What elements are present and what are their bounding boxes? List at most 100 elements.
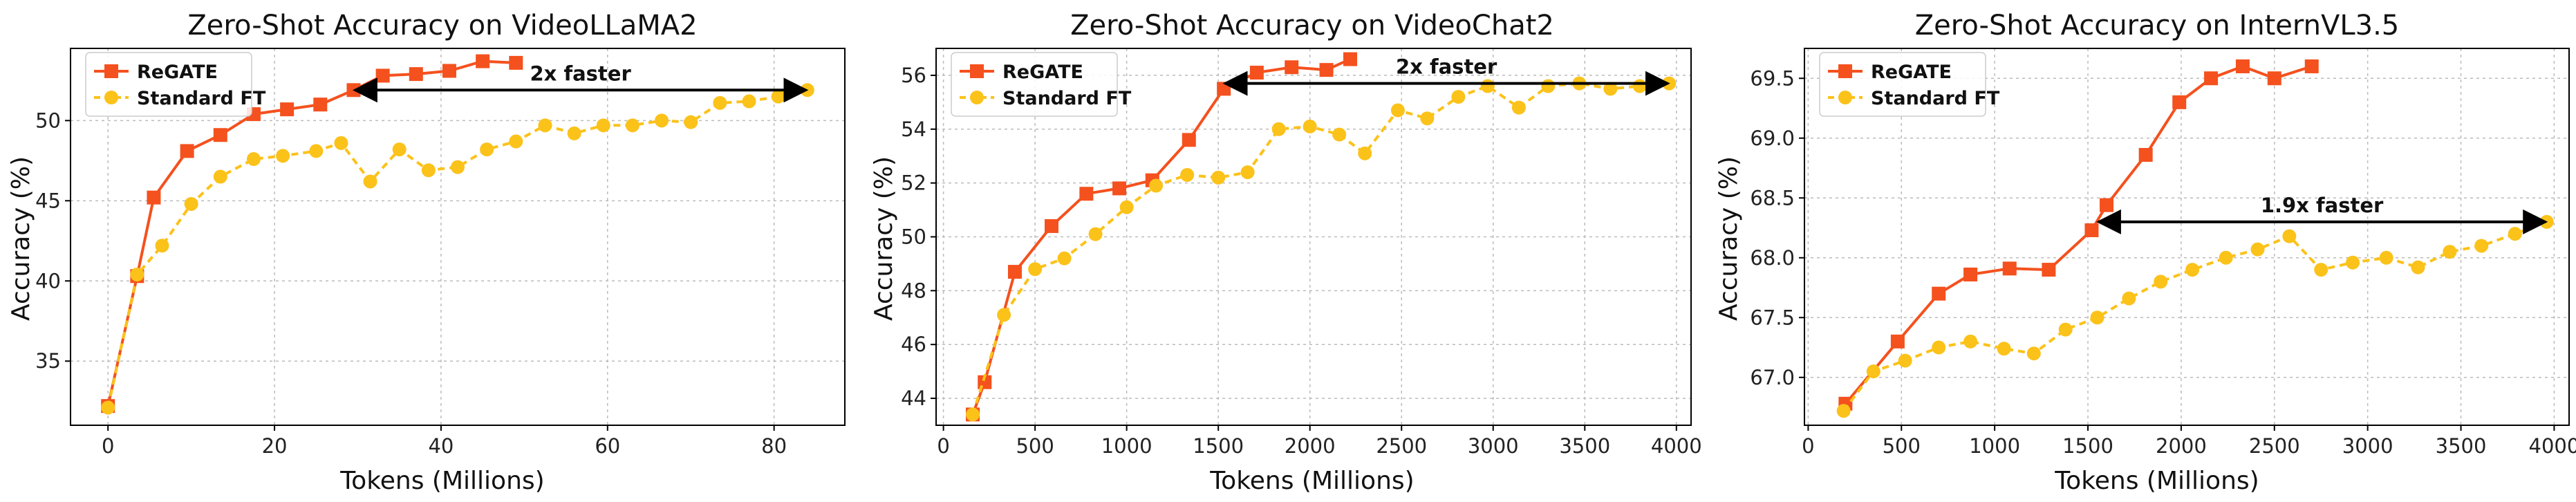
x-tick-label: 1000 — [1101, 434, 1152, 458]
data-point-regate — [409, 67, 423, 82]
legend-marker-regate — [970, 64, 984, 78]
y-tick-label: 50 — [901, 225, 926, 249]
data-point-standard-ft — [184, 196, 198, 211]
data-point-standard-ft — [1932, 340, 1946, 355]
data-point-standard-ft — [2058, 322, 2073, 337]
data-point-standard-ft — [1240, 165, 1255, 180]
speedup-annotation: 2x faster — [530, 62, 632, 85]
legend-label-regate: ReGATE — [137, 62, 218, 83]
data-point-regate — [442, 64, 456, 78]
data-point-standard-ft — [2314, 263, 2328, 277]
data-point-standard-ft — [130, 268, 144, 281]
data-point-standard-ft — [771, 89, 785, 104]
data-point-standard-ft — [1963, 334, 1978, 348]
x-tick-label: 2000 — [1285, 434, 1336, 458]
data-point-standard-ft — [997, 308, 1011, 322]
data-point-standard-ft — [1180, 167, 1195, 182]
x-tick-label: 3500 — [1559, 434, 1610, 458]
data-point-regate — [1044, 219, 1058, 233]
data-point-standard-ft — [655, 113, 669, 128]
y-tick-label: 48 — [901, 279, 926, 302]
data-point-standard-ft — [1332, 127, 1347, 142]
series-line-regate — [1844, 65, 2313, 405]
data-point-regate — [313, 97, 328, 112]
y-tick-label: 40 — [35, 269, 61, 292]
x-tick-label: 4000 — [2529, 434, 2576, 458]
x-tick-label: 80 — [761, 434, 787, 458]
x-tick-label: 60 — [595, 434, 620, 458]
speedup-annotation: 2x faster — [1396, 55, 1497, 79]
data-point-standard-ft — [1866, 364, 1880, 379]
data-point-regate — [375, 68, 390, 83]
data-point-standard-ft — [2250, 242, 2265, 257]
data-point-regate — [1343, 52, 1358, 66]
data-point-regate — [2100, 198, 2114, 212]
y-tick-label: 45 — [35, 189, 61, 212]
legend-frame — [85, 52, 252, 117]
data-point-regate — [1112, 181, 1127, 196]
y-tick-label: 68.0 — [1750, 246, 1795, 270]
plot-area: 0 500 1000 1500 2000 2500 3000 3500 4000 67.0 67.5… — [1750, 48, 2576, 458]
chart-panel-videollama2: Zero-Shot Accuracy on VideoLLaMA2 Tokens… — [7, 10, 846, 495]
data-point-standard-ft — [1303, 119, 1317, 133]
data-point-standard-ft — [101, 400, 115, 415]
data-point-standard-ft — [2282, 229, 2297, 243]
data-point-standard-ft — [1028, 262, 1043, 277]
data-point-standard-ft — [421, 163, 436, 178]
x-tick-label: 20 — [262, 434, 288, 458]
y-axis-label: Accuracy (%) — [7, 156, 35, 321]
data-point-standard-ft — [1997, 342, 2011, 356]
data-point-regate — [1319, 63, 1334, 77]
data-point-standard-ft — [2379, 250, 2393, 265]
chart-panel-internvl3-5: Zero-Shot Accuracy on InternVL3.5 Tokens… — [1715, 10, 2576, 495]
data-point-standard-ft — [742, 94, 756, 109]
y-axis-label: Accuracy (%) — [870, 156, 898, 321]
data-point-standard-ft — [246, 152, 261, 167]
data-point-standard-ft — [1149, 178, 1164, 193]
legend-marker-standard-ft — [970, 91, 984, 104]
data-point-regate — [147, 190, 161, 205]
data-point-regate — [280, 102, 295, 117]
y-tick-label: 35 — [35, 349, 61, 373]
series-line-standard-ft — [971, 82, 1670, 415]
y-tick-label: 52 — [901, 171, 926, 195]
data-point-standard-ft — [1358, 146, 1372, 160]
data-point-standard-ft — [625, 118, 640, 133]
data-point-standard-ft — [309, 144, 324, 158]
x-axis-label: Tokens (Millions) — [2054, 467, 2259, 495]
x-tick-label: 2500 — [2249, 434, 2300, 458]
legend-label-standard-ft: Standard FT — [1002, 88, 1132, 109]
data-point-standard-ft — [2185, 263, 2200, 277]
data-point-standard-ft — [1898, 353, 1912, 368]
data-point-standard-ft — [1451, 90, 1466, 104]
data-point-regate — [1007, 265, 1022, 279]
chart-title: Zero-Shot Accuracy on VideoChat2 — [1070, 10, 1554, 41]
data-point-standard-ft — [155, 239, 169, 253]
x-tick-label: 3000 — [2342, 434, 2393, 458]
x-tick-label: 3000 — [1468, 434, 1519, 458]
data-point-regate — [2172, 95, 2187, 109]
data-point-regate — [2138, 147, 2153, 162]
legend: ReGATE Standard FT — [85, 52, 266, 117]
legend: ReGATE Standard FT — [951, 52, 1132, 117]
data-point-standard-ft — [1390, 103, 1405, 118]
data-point-standard-ft — [480, 142, 494, 157]
data-point-standard-ft — [538, 118, 552, 133]
data-point-standard-ft — [1057, 251, 1072, 266]
legend-marker-standard-ft — [104, 91, 118, 104]
data-point-standard-ft — [363, 174, 377, 189]
x-tick-label: 4000 — [1651, 434, 1702, 458]
x-tick-label: 0 — [102, 434, 114, 458]
data-point-standard-ft — [1211, 170, 1226, 185]
data-point-standard-ft — [213, 169, 227, 184]
data-point-standard-ft — [1088, 227, 1103, 241]
plot-area: 0 500 1000 1500 2000 2500 3000 3500 4000 44 46 48 50… — [901, 48, 1702, 458]
data-point-regate — [1182, 133, 1196, 147]
x-axis-label: Tokens (Millions) — [339, 467, 544, 495]
data-point-standard-ft — [1632, 79, 1647, 93]
data-point-regate — [476, 54, 490, 68]
legend-label-standard-ft: Standard FT — [1871, 88, 2000, 109]
x-axis-label: Tokens (Millions) — [1209, 467, 1414, 495]
legend-label-regate: ReGATE — [1002, 62, 1083, 83]
data-point-standard-ft — [392, 142, 407, 157]
